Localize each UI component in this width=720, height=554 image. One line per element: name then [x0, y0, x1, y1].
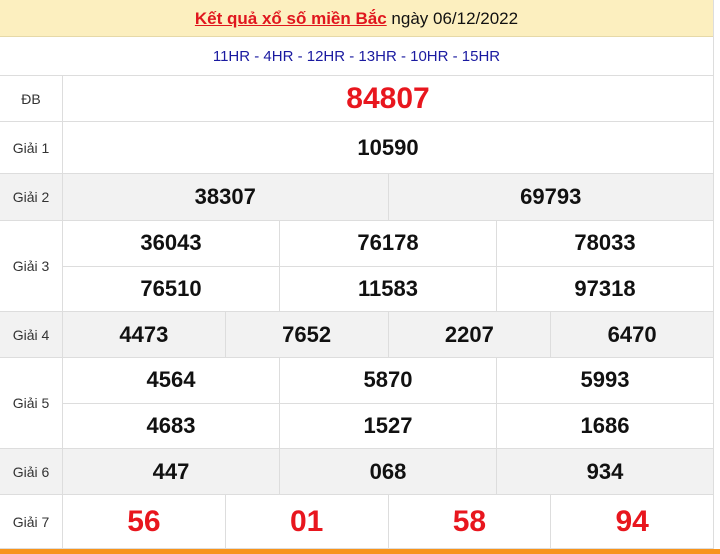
- prize-subrow: 56 01 58 94: [63, 495, 713, 548]
- prize-number: 76178: [279, 221, 496, 266]
- prize-row: Giải 2 38307 69793: [0, 174, 713, 221]
- prize-label: ĐB: [0, 76, 63, 121]
- prize-label: Giải 5: [0, 358, 63, 448]
- prize-number: 1686: [496, 403, 713, 448]
- prize-subrow: 4683 1527 1686: [63, 402, 713, 448]
- prize-label: Giải 1: [0, 122, 63, 173]
- prize-number: 11583: [279, 266, 496, 311]
- prize-label: Giải 4: [0, 312, 63, 357]
- prize-number: 58: [387, 495, 551, 548]
- prize-number: 5870: [279, 358, 496, 403]
- prize-values: 36043 76178 78033 76510 11583 97318: [63, 221, 713, 311]
- prize-number: 69793: [387, 174, 714, 220]
- prize-number: 4683: [146, 412, 196, 438]
- prize-row: Giải 1 10590: [0, 122, 713, 174]
- prize-subrow: 76510 11583 97318: [63, 265, 713, 311]
- prize-row: ĐB 84807: [0, 76, 713, 122]
- prize-label: Giải 3: [0, 221, 63, 311]
- prize-subrow: 36043 76178 78033: [63, 221, 713, 266]
- prize-number: 38307: [194, 184, 256, 209]
- date-text: ngày 06/12/2022: [391, 9, 519, 28]
- prize-row: Giải 3 36043 76178 78033 76510 11583 97318: [0, 221, 713, 312]
- prize-label: Giải 6: [0, 449, 63, 494]
- prize-values: 38307 69793: [63, 174, 713, 220]
- prize-number: 7652: [224, 312, 388, 357]
- prize-subrow: 10590: [63, 122, 713, 173]
- prize-number: 934: [496, 449, 713, 494]
- bottom-bar: [0, 549, 720, 554]
- prize-label: Giải 2: [0, 174, 63, 220]
- title-link[interactable]: Kết quả xổ số miền Bắc: [194, 9, 387, 28]
- prize-values: 84807: [63, 76, 713, 121]
- special-codes: 11HR - 4HR - 12HR - 13HR - 10HR - 15HR: [0, 37, 713, 76]
- prize-number: 84807: [346, 81, 430, 115]
- prize-values: 4564 5870 5993 4683 1527 1686: [63, 358, 713, 448]
- prize-values: 56 01 58 94: [63, 495, 713, 548]
- prize-subrow: 38307 69793: [63, 174, 713, 220]
- prize-number: 78033: [496, 221, 713, 266]
- prize-subrow: 4473 7652 2207 6470: [63, 312, 713, 357]
- prize-number: 447: [152, 458, 190, 484]
- prize-number: 10590: [357, 134, 419, 160]
- prize-number: 97318: [496, 266, 713, 311]
- prize-values: 447 068 934: [63, 449, 713, 494]
- results-header: Kết quả xổ số miền Bắc ngày 06/12/2022: [0, 0, 713, 37]
- prize-number: 1527: [279, 403, 496, 448]
- prize-number: 4473: [119, 321, 169, 347]
- prize-values: 4473 7652 2207 6470: [63, 312, 713, 357]
- prize-subrow: 447 068 934: [63, 449, 713, 494]
- prize-number: 5993: [496, 358, 713, 403]
- prize-number: 01: [224, 495, 388, 548]
- prize-subrow: 4564 5870 5993: [63, 358, 713, 403]
- prize-number: 068: [279, 449, 496, 494]
- prize-number: 6470: [550, 312, 713, 357]
- prize-row: Giải 6 447 068 934: [0, 449, 713, 495]
- prize-subrow: 84807: [63, 76, 713, 121]
- prize-row: Giải 5 4564 5870 5993 4683 1527 1686: [0, 358, 713, 449]
- prize-number: 56: [127, 504, 161, 538]
- prize-number: 76510: [140, 275, 202, 301]
- prize-label: Giải 7: [0, 495, 63, 548]
- prize-values: 10590: [63, 122, 713, 173]
- prize-number: 2207: [387, 312, 551, 357]
- prize-number: 94: [550, 495, 713, 548]
- prize-row: Giải 4 4473 7652 2207 6470: [0, 312, 713, 358]
- prize-number: 36043: [140, 230, 202, 256]
- prize-row: Giải 7 56 01 58 94: [0, 495, 713, 549]
- prize-number: 4564: [146, 367, 196, 393]
